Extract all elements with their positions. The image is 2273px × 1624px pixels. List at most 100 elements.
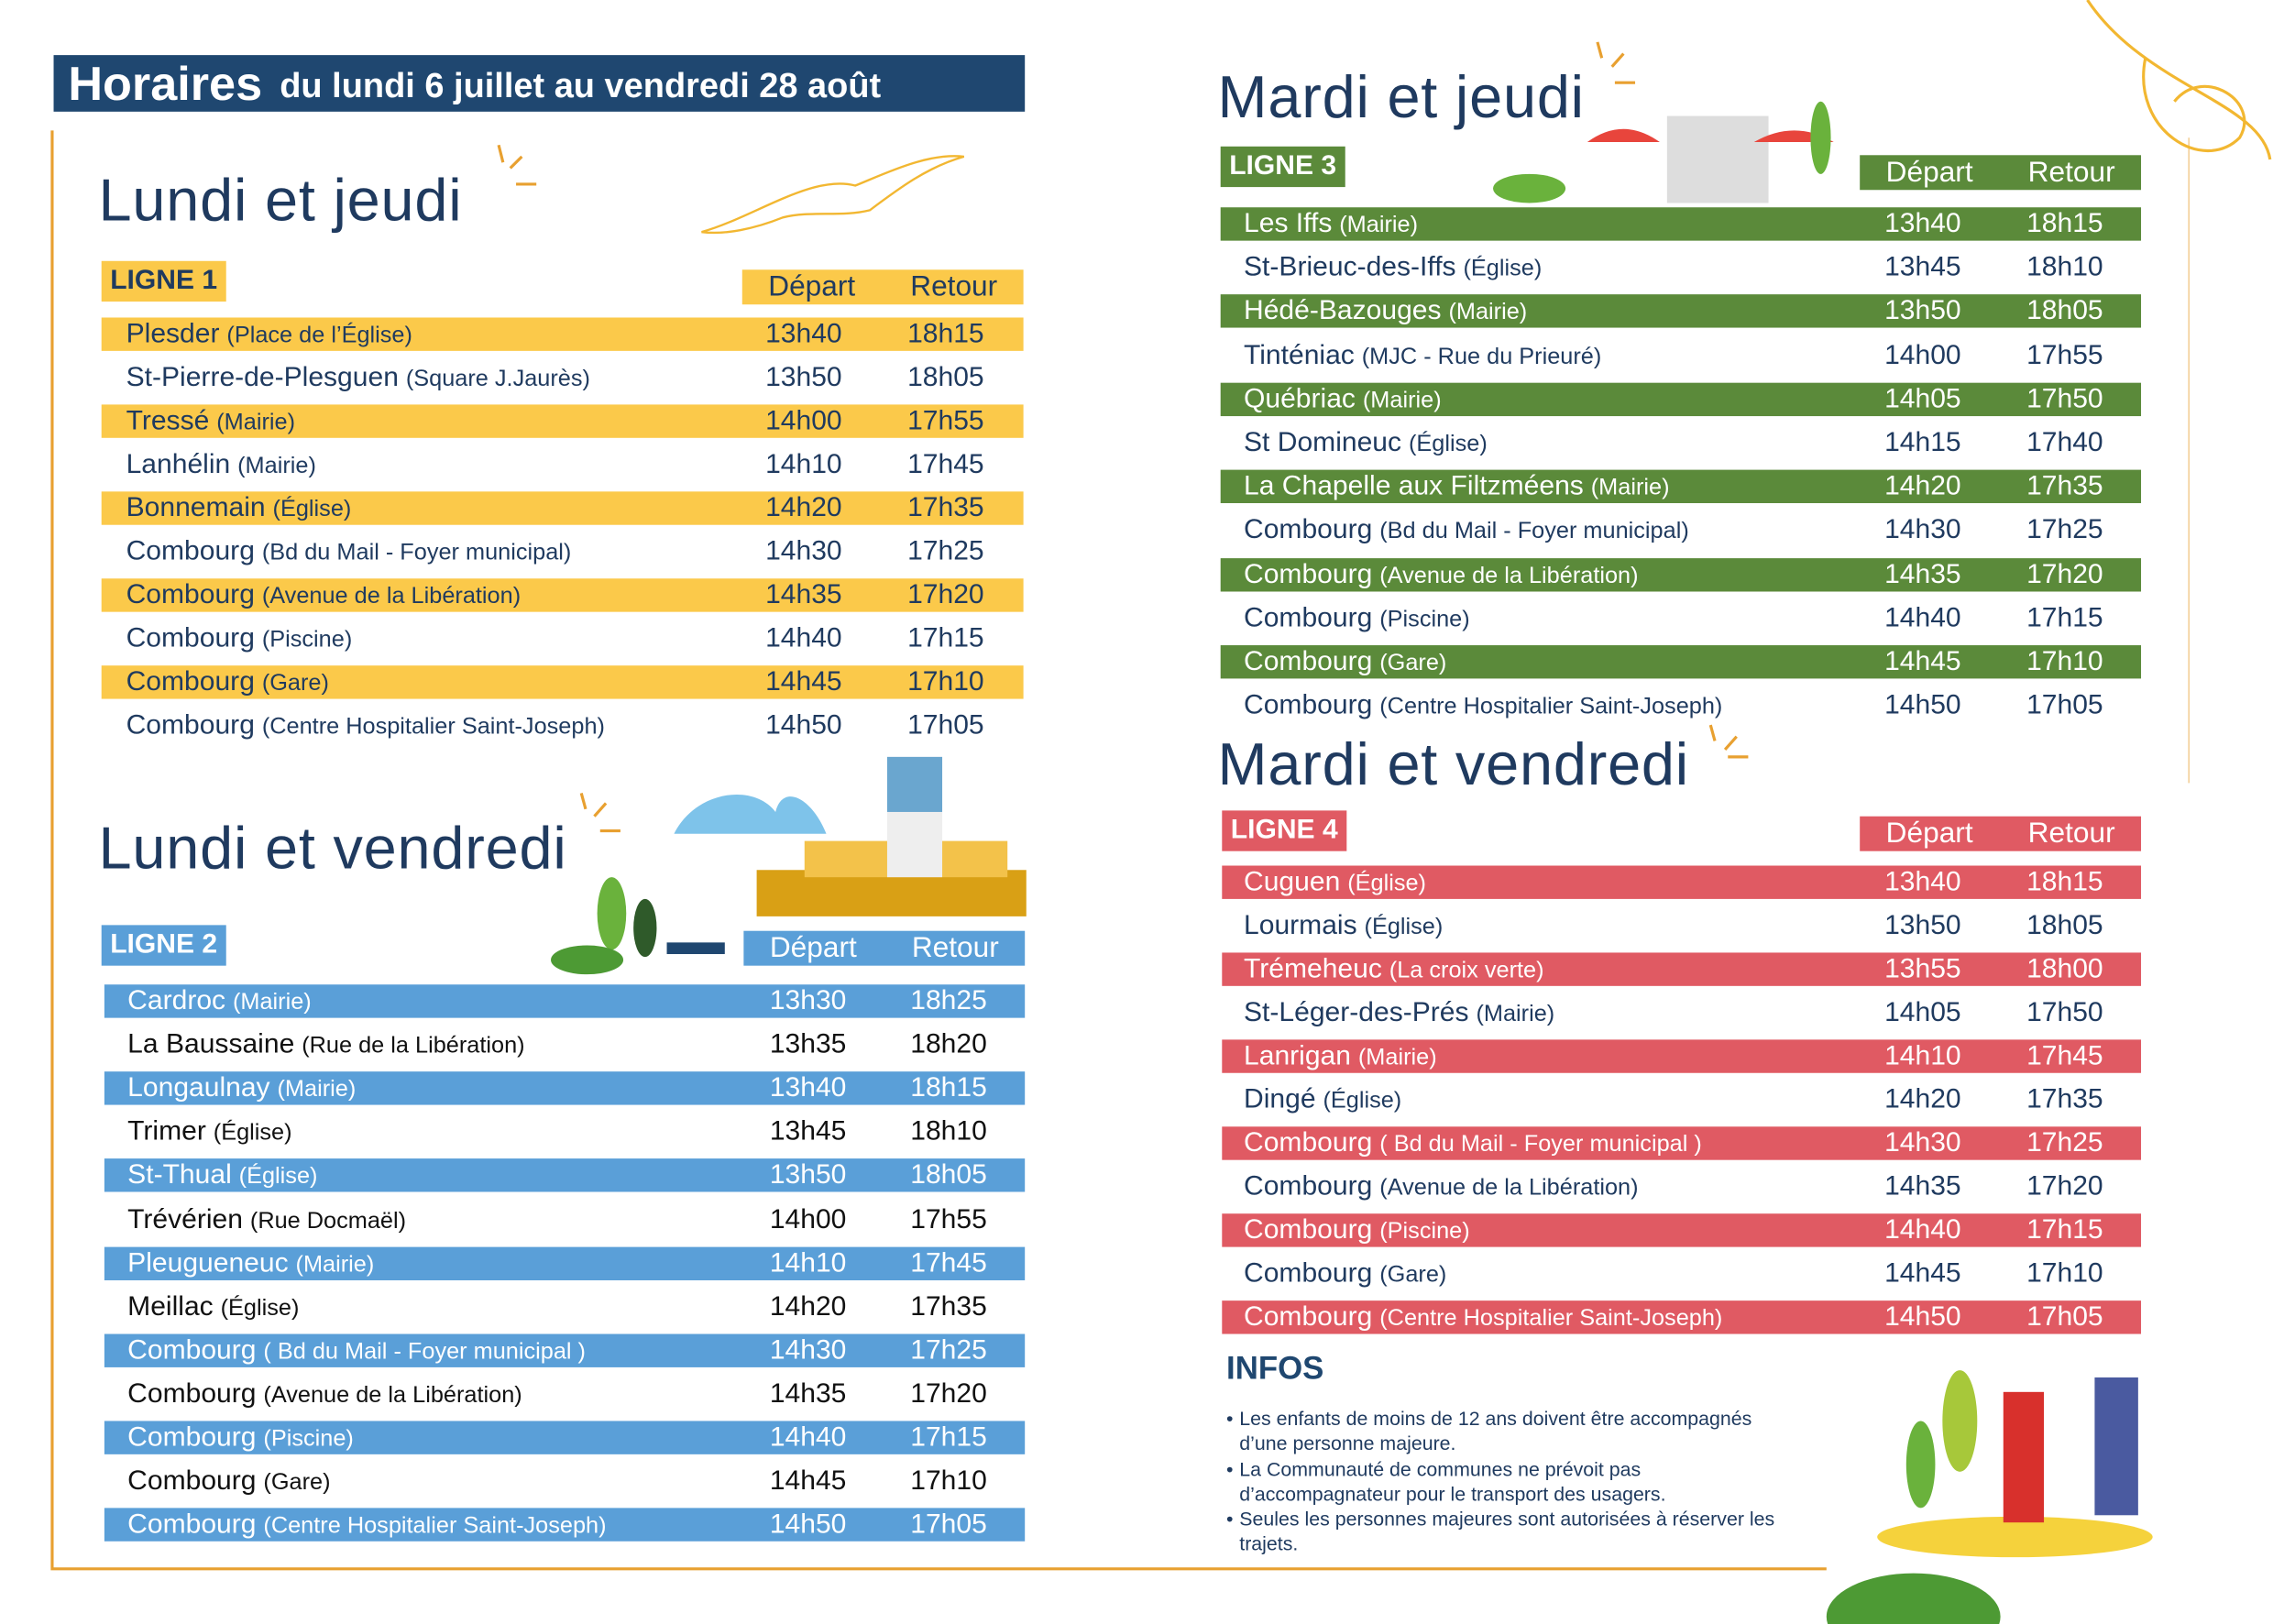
stop: Combourg [127,1422,257,1454]
infos-title: INFOS [1226,1349,1324,1387]
return-time: 17h05 [2026,690,2103,721]
stop: Combourg [1244,1214,1373,1246]
schedule-row: Combourg (Avenue de la Libération) 14h35 17… [1222,1170,2141,1203]
column-header: Départ Retour [1860,155,2142,191]
return-time: 17h25 [2026,515,2103,546]
stop: Combourg [127,1334,257,1366]
departure-time: 14h20 [769,1291,847,1322]
schedule-row: Plesder (Place de l’Église) 13h40 18h15 [101,317,1024,351]
stop-name: Combourg (Centre Hospitalier Saint-Joseph… [126,709,605,744]
stop-name: St-Pierre-de-Plesguen (Square J.Jaurès) [126,361,590,396]
stop: Lanhélin [126,449,231,480]
stop-detail: (Piscine) [261,628,353,653]
schedule-row: Combourg (Piscine) 14h40 17h15 [104,1421,1026,1454]
line-label: LIGNE 4 [1222,810,1347,851]
stop: Plesder [126,319,220,350]
schedule-row: Lanhélin (Mairie) 14h10 17h45 [102,448,1024,481]
stop: Combourg [1244,515,1373,546]
stop-detail: (Église) [1463,257,1543,282]
return-time: 18h10 [2026,252,2103,283]
schedule-row: Longaulnay (Mairie) 13h40 18h15 [104,1071,1026,1105]
return-time: 17h35 [910,1291,987,1322]
stop-detail: (Rue Docmaël) [249,1208,407,1234]
stop-name: Lanhélin (Mairie) [126,448,316,483]
stop: Combourg [1244,1258,1373,1289]
return-time: 17h45 [907,449,984,480]
stop: Combourg [1244,559,1373,590]
schedule-row: Hédé-Bazouges (Mairie) 13h50 18h05 [1220,294,2142,329]
return-time: 17h25 [2026,1127,2103,1159]
section-heading: Lundi et vendredi [98,815,567,882]
return-time: 18h00 [2026,954,2103,985]
stop: Tinténiac [1244,340,1355,371]
return-time: 17h15 [910,1422,987,1454]
column-header: Départ Retour [743,930,1026,966]
stop: Combourg [1244,1127,1373,1159]
stop-name: Cuguen (Église) [1244,866,1426,901]
departure-time: 14h10 [765,449,842,480]
stop: Les Iffs [1244,208,1333,240]
stop-name: Combourg (Piscine) [126,622,353,657]
stop-detail: (Mairie) [237,454,316,479]
stop-name: Lanrigan (Mairie) [1244,1039,1437,1074]
departure-time: 14h45 [1884,1258,1961,1289]
schedule-row: Combourg (Piscine) 14h40 17h15 [1221,601,2141,634]
line-label: LIGNE 2 [101,925,226,966]
column-title: Départ [768,270,856,303]
departure-time: 14h50 [765,710,842,741]
stop: Combourg [1244,690,1373,721]
departure-time: 13h35 [769,1029,847,1060]
stop-name: Combourg (Bd du Mail - Foyer municipal) [1244,514,1689,549]
stop: Combourg [126,536,255,567]
stop-name: La Baussaine (Rue de la Libération) [127,1028,524,1063]
schedule-row: St-Thual (Église) 13h50 18h05 [104,1158,1026,1193]
schedule-row: Combourg (Gare) 14h45 17h10 [101,665,1024,699]
return-time: 18h20 [910,1029,987,1060]
stop-name: Combourg( Bd du Mail - Foyer municipal ) [127,1333,586,1368]
stop: Dingé [1244,1084,1316,1115]
stop: La Chapelle aux Filtzméens [1244,471,1584,502]
stop-detail: (Mairie) [1448,301,1528,326]
schedule-row: Trimer (Église) 13h45 18h10 [104,1115,1025,1148]
departure-time: 14h40 [769,1422,847,1454]
stop-name: Combourg (Bd du Mail - Foyer municipal) [126,535,572,570]
stop-name: Combourg (Gare) [127,1465,330,1499]
stop: Combourg [126,579,255,611]
departure-time: 14h05 [1884,383,1961,415]
header-title: Horaires [68,56,263,111]
departure-time: 13h40 [765,319,842,350]
departure-time: 13h40 [1884,208,1961,240]
return-time: 17h20 [2026,559,2103,590]
stop: Lourmais [1244,910,1357,941]
stop-detail: (Bd du Mail - Foyer municipal) [261,541,572,566]
stop-detail: (Église) [238,1165,318,1190]
stop-detail: (Mairie) [1357,1045,1437,1070]
schedule-row: Combourg (Centre Hospitalier Saint-Joseph… [104,1508,1026,1542]
stop-detail: (Église) [272,497,352,522]
schedule-row: Dingé (Église) 14h20 17h35 [1222,1083,2141,1116]
stop: Combourg [1244,646,1373,677]
stop-detail: (Église) [220,1295,300,1321]
stop-detail: (Centre Hospitalier Saint-Joseph) [263,1514,607,1539]
departure-time: 14h20 [765,492,842,524]
departure-time: 13h30 [769,985,847,1017]
departure-time: 13h45 [769,1116,847,1147]
stop: Combourg [127,1509,257,1541]
schedule-row: Lourmais (Église) 13h50 18h05 [1222,909,2141,942]
stop-detail: (Mairie) [216,410,296,435]
stop: Trimer [127,1116,206,1147]
column-title: Départ [1885,817,1973,850]
info-item: Seules les personnes majeures sont autor… [1226,1507,1775,1556]
return-time: 18h15 [2026,208,2103,240]
schedule-row: Tinténiac (MJC - Rue du Prieuré) 14h00 17h5… [1221,339,2141,372]
return-time: 17h40 [2026,427,2103,458]
stop-detail: (Mairie) [232,990,312,1015]
schedule-row: Québriac (Mairie) 14h05 17h50 [1220,382,2142,416]
return-time: 17h05 [907,710,984,741]
stop-name: La Chapelle aux Filtzméens (Mairie) [1244,470,1669,505]
departure-time: 13h40 [1884,867,1961,898]
return-time: 17h10 [2026,1258,2103,1289]
return-time: 18h15 [2026,867,2103,898]
departure-time: 14h50 [1884,1301,1961,1333]
